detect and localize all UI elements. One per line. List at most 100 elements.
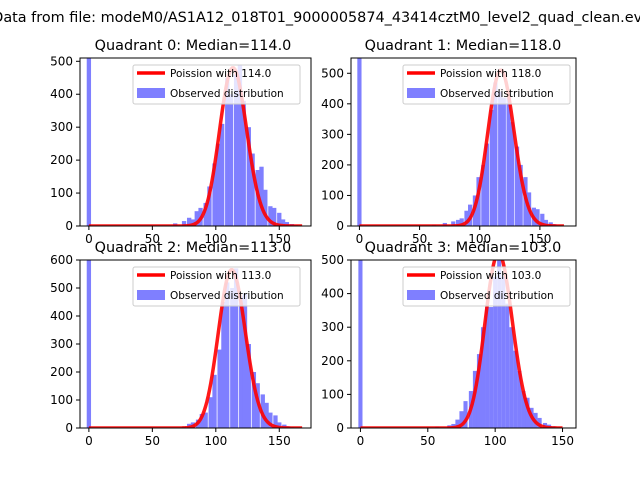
y-tick-label: 300 [321, 320, 344, 334]
panel-3-legend-poisson: Poission with 103.0 [440, 270, 541, 282]
hist-bar [489, 307, 494, 428]
panel-2-title: Quadrant 2: Median=113.0 [95, 240, 292, 256]
hist-bar [464, 210, 469, 226]
x-tick-label: 50 [412, 232, 427, 246]
poisson-curve-2 [88, 268, 303, 428]
plot-area-0: 0 50 100 150 0 100 200 300 400 500 [50, 54, 312, 246]
y-tick-label: 200 [321, 354, 344, 368]
hist-bar [268, 412, 273, 428]
panel-0: 0 50 100 150 0 100 200 300 400 500 Quadrant 0: Me… [50, 38, 312, 246]
hist-bar [268, 206, 273, 226]
hist-bar [246, 127, 251, 226]
hist-bar [181, 221, 187, 226]
hist-bar [540, 213, 545, 226]
x-tick-label: 100 [204, 434, 227, 448]
hist-bar [219, 123, 225, 226]
hist-bar [246, 344, 251, 428]
y-tick-label: 200 [50, 153, 73, 167]
suptitle: Data from file: modeM0/AS1A12_018T01_900… [0, 10, 640, 26]
hist-bar [86, 260, 92, 428]
panel-0-legend-poisson: Poission with 114.0 [170, 68, 271, 80]
hist-bar [493, 276, 498, 428]
x-tick-label: 100 [204, 232, 227, 246]
hist-bar [233, 268, 239, 428]
y-tick-label: 500 [321, 66, 344, 80]
x-tick-label: 150 [528, 232, 551, 246]
hist-bar [476, 177, 481, 226]
histogram-0 [86, 58, 298, 226]
y-tick-label: 0 [336, 219, 344, 233]
y-tick-label: 500 [321, 253, 344, 267]
hist-bar [233, 74, 239, 226]
y-tick-label: 0 [65, 219, 73, 233]
hist-bar [212, 163, 217, 226]
hist-bar [264, 402, 269, 428]
y-tick-label: 300 [321, 127, 344, 141]
hist-bar [212, 374, 217, 428]
y-tick-label: 200 [321, 158, 344, 172]
hist-bar [216, 143, 221, 226]
hist-bar [221, 302, 226, 428]
hist-bar [203, 202, 208, 226]
legend-box [402, 266, 571, 307]
legend-box [132, 266, 301, 307]
hist-bar [86, 58, 92, 226]
hist-bar [493, 82, 498, 226]
panel-1-legend [402, 64, 571, 105]
y-tick-label: 100 [321, 188, 344, 202]
hist-bar [251, 372, 257, 428]
y-tick-label: 300 [50, 337, 73, 351]
y-tick-label: 300 [50, 120, 73, 134]
hist-bar [186, 217, 192, 226]
hist-bar [498, 91, 503, 226]
hist-bar [509, 327, 514, 428]
hist-bar [517, 370, 522, 428]
x-tick-label: 150 [268, 434, 291, 448]
hist-bar [455, 419, 460, 428]
hist-bar [535, 209, 540, 226]
panel-0-title: Quadrant 0: Median=114.0 [95, 38, 292, 54]
hist-bar [459, 411, 464, 428]
hist-bar [501, 97, 506, 226]
panel-1-title: Quadrant 1: Median=118.0 [365, 38, 562, 54]
hist-bar [250, 153, 255, 226]
hist-bar [225, 77, 230, 226]
y-tick-label: 400 [321, 287, 344, 301]
hist-bar [497, 260, 502, 428]
legend-box [402, 64, 571, 105]
axes-frame-0 [79, 57, 312, 227]
y-tick-label: 200 [50, 365, 73, 379]
y-tick-label: 400 [50, 309, 73, 323]
panel-0-legend-observed: Observed distribution [170, 88, 284, 100]
y-tick-label: 600 [50, 253, 73, 267]
panel-1: 0 50 100 150 0 100 200 300 400 500 Quadrant 1: Me… [321, 38, 577, 246]
y-tick-label: 100 [50, 393, 73, 407]
hist-bar [476, 354, 482, 428]
hist-bar [481, 164, 486, 226]
legend-observed-handle [407, 290, 435, 300]
hist-bar [272, 207, 277, 226]
axes-frame-3 [350, 259, 577, 429]
hist-bar [241, 100, 246, 226]
x-tick-label: 50 [420, 434, 435, 448]
hist-bar [237, 64, 243, 226]
x-tick-label: 150 [551, 434, 574, 448]
hist-bar [501, 276, 506, 428]
legend-observed-handle [407, 88, 435, 98]
y-tick-label: 500 [50, 54, 73, 68]
hist-bar [510, 122, 515, 226]
hist-bar [280, 219, 286, 226]
y-tick-label: 0 [65, 421, 73, 435]
poisson-curve-3 [360, 260, 563, 428]
hist-bar [489, 109, 494, 226]
y-tick-label: 0 [336, 421, 344, 435]
x-tick-label: 50 [145, 232, 160, 246]
x-tick-label: 100 [484, 434, 507, 448]
hist-bar [225, 282, 230, 428]
y-tick-label: 400 [50, 87, 73, 101]
hist-bar [358, 260, 363, 428]
panel-3-title: Quadrant 3: Median=103.0 [365, 240, 562, 256]
panel-0-legend [132, 64, 301, 105]
hist-bar [190, 219, 196, 226]
